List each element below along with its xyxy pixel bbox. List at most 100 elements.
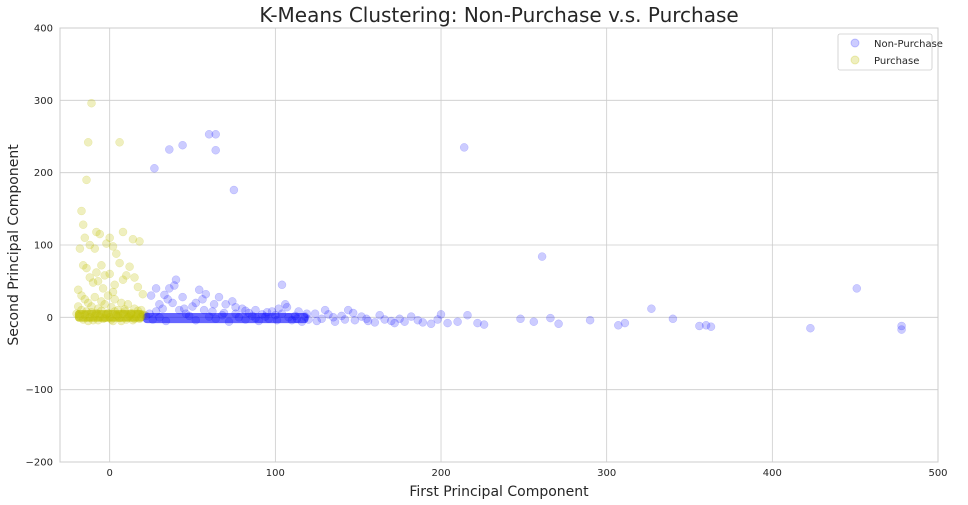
point-non-purchase <box>163 295 172 304</box>
point-purchase <box>78 220 88 229</box>
point-non-purchase <box>320 305 330 315</box>
cluster-core-non-purchase <box>142 312 309 324</box>
point-purchase <box>92 227 101 237</box>
legend-label-non-purchase: Non-Purchase <box>874 39 943 50</box>
point-purchase <box>128 234 138 244</box>
point-non-purchase <box>546 313 555 323</box>
point-non-purchase <box>418 318 428 327</box>
point-non-purchase <box>806 323 815 333</box>
point-purchase <box>75 244 85 253</box>
point-non-purchase <box>701 321 711 330</box>
y-axis-label: Second Principal Component <box>6 144 22 346</box>
point-non-purchase <box>479 320 489 329</box>
point-non-purchase <box>852 284 862 293</box>
point-purchase <box>78 261 88 270</box>
chart-title: K-Means Clustering: Non-Purchase v.s. Pu… <box>259 3 738 27</box>
y-tick-label: 300 <box>34 96 53 107</box>
point-non-purchase <box>516 314 525 324</box>
x-tick-label: 100 <box>266 468 285 479</box>
point-purchase <box>105 233 114 243</box>
legend-label-purchase: Purchase <box>874 56 919 67</box>
point-purchase <box>115 138 124 147</box>
cluster-core-purchase <box>74 310 145 322</box>
y-tick-label: 100 <box>34 241 53 252</box>
point-non-purchase <box>695 321 704 331</box>
point-purchase <box>122 271 131 280</box>
point-purchase <box>125 262 134 271</box>
point-non-purchase <box>706 322 716 331</box>
point-non-purchase <box>165 145 174 154</box>
point-non-purchase <box>329 313 338 322</box>
point-non-purchase <box>178 292 187 302</box>
y-tick-label: −200 <box>26 458 53 469</box>
point-non-purchase <box>209 300 219 309</box>
point-non-purchase <box>277 280 287 290</box>
point-non-purchase <box>387 316 396 326</box>
point-non-purchase <box>146 291 156 300</box>
point-purchase <box>82 175 91 185</box>
point-non-purchase <box>375 310 384 320</box>
point-non-purchase <box>529 317 539 326</box>
point-non-purchase <box>585 315 595 325</box>
point-non-purchase <box>221 300 230 309</box>
point-non-purchase <box>330 317 340 326</box>
point-purchase <box>90 244 100 253</box>
point-purchase <box>73 285 83 295</box>
point-purchase <box>85 240 95 250</box>
point-non-purchase <box>150 164 159 173</box>
point-non-purchase <box>463 310 472 320</box>
legend: Non-Purchase Purchase <box>837 33 943 71</box>
point-purchase <box>82 263 91 273</box>
legend-marker-non-purchase <box>850 38 860 48</box>
point-non-purchase <box>668 314 678 324</box>
point-non-purchase <box>198 295 207 304</box>
point-non-purchase <box>194 285 204 295</box>
point-non-purchase <box>237 304 247 313</box>
point-non-purchase <box>228 297 237 306</box>
point-non-purchase <box>160 290 169 300</box>
x-tick-label: 200 <box>431 468 450 479</box>
point-non-purchase <box>395 314 404 324</box>
point-non-purchase <box>620 318 630 328</box>
point-purchase <box>98 284 108 293</box>
point-non-purchase <box>188 302 197 311</box>
point-non-purchase <box>537 252 547 261</box>
point-purchase <box>115 258 124 268</box>
x-tick-label: 0 <box>107 468 113 479</box>
point-non-purchase <box>214 292 224 302</box>
y-tick-label: −100 <box>26 385 53 396</box>
point-non-purchase <box>170 281 179 290</box>
point-purchase <box>92 268 101 277</box>
point-non-purchase <box>312 316 322 326</box>
point-purchase <box>90 292 100 302</box>
point-purchase <box>130 273 139 282</box>
point-non-purchase <box>168 298 177 308</box>
point-purchase <box>77 206 86 216</box>
point-purchase <box>135 237 144 246</box>
point-non-purchase <box>380 315 389 324</box>
point-non-purchase <box>337 311 346 321</box>
point-non-purchase <box>158 304 167 313</box>
point-purchase <box>118 227 128 237</box>
point-non-purchase <box>310 309 320 318</box>
point-purchase <box>108 287 118 297</box>
point-purchase <box>80 295 90 304</box>
x-axis-label: First Principal Component <box>409 484 589 500</box>
y-tick-label: 0 <box>47 313 53 324</box>
point-purchase <box>105 269 114 279</box>
point-purchase <box>85 273 95 282</box>
point-non-purchase <box>406 312 416 321</box>
point-non-purchase <box>390 318 399 328</box>
y-tick-label: 400 <box>34 24 53 35</box>
x-tick-label: 300 <box>597 468 616 479</box>
point-purchase <box>110 280 119 290</box>
point-non-purchase <box>191 298 201 308</box>
point-non-purchase <box>324 310 333 319</box>
point-non-purchase <box>348 308 358 318</box>
point-purchase <box>88 278 98 287</box>
point-purchase <box>97 261 106 270</box>
point-purchase <box>138 289 148 299</box>
x-tick-label: 400 <box>763 468 782 479</box>
point-purchase <box>103 291 113 300</box>
point-non-purchase <box>211 130 220 139</box>
